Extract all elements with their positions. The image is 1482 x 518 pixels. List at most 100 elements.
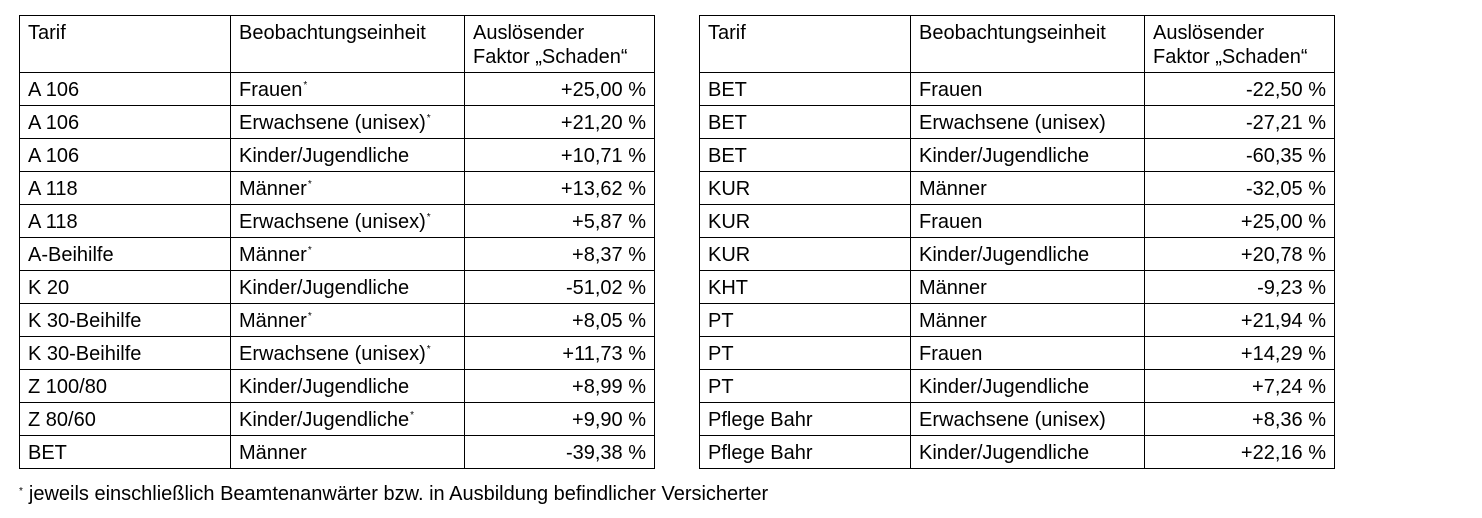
unit-label: Männer	[239, 310, 307, 332]
cell-tarif: A 118	[19, 171, 231, 205]
table-row: A 106 Kinder/Jugendliche +10,71 %	[19, 138, 655, 172]
unit-label: Männer	[919, 277, 987, 299]
table-body-right: BET Frauen -22,50 % BET Erwachsene (unisex) -…	[699, 72, 1335, 469]
cell-beobachtungseinheit: Kinder/Jugendliche	[230, 369, 465, 403]
cell-ausloesender-faktor: -60,35 %	[1144, 138, 1335, 172]
unit-label: Erwachsene (unisex)	[919, 409, 1106, 431]
cell-ausloesender-faktor: +25,00 %	[464, 72, 655, 106]
cell-ausloesender-faktor: -27,21 %	[1144, 105, 1335, 139]
unit-label: Kinder/Jugendliche	[919, 376, 1090, 398]
footnote-mark: *	[19, 486, 23, 497]
cell-ausloesender-faktor: +22,16 %	[1144, 435, 1335, 469]
unit-label: Kinder/Jugendliche	[919, 244, 1090, 266]
cell-ausloesender-faktor: +14,29 %	[1144, 336, 1335, 370]
footnote-marker: *	[307, 245, 312, 256]
unit-label: Männer	[239, 244, 307, 266]
unit-label: Frauen	[239, 79, 303, 101]
footnote-marker: *	[303, 80, 308, 91]
unit-label: Erwachsene (unisex)	[919, 112, 1106, 134]
cell-tarif: BET	[699, 105, 911, 139]
cell-tarif: Pflege Bahr	[699, 402, 911, 436]
cell-tarif: Pflege Bahr	[699, 435, 911, 469]
cell-beobachtungseinheit: Erwachsene (unisex)*	[230, 105, 465, 139]
unit-label: Frauen	[919, 211, 983, 233]
header-beobachtungseinheit: Beobachtungseinheit	[230, 15, 465, 73]
cell-tarif: BET	[699, 138, 911, 172]
table-row: A 118 Männer* +13,62 %	[19, 171, 655, 205]
cell-tarif: KUR	[699, 171, 911, 205]
table-row: Z 80/60 Kinder/Jugendliche* +9,90 %	[19, 402, 655, 436]
table-row: Z 100/80 Kinder/Jugendliche +8,99 %	[19, 369, 655, 403]
unit-label: Kinder/Jugendliche	[919, 145, 1090, 167]
tariff-table-right: Tarif Beobachtungseinheit Auslösender Fak…	[699, 15, 1335, 469]
unit-label: Frauen	[919, 79, 983, 101]
cell-ausloesender-faktor: +10,71 %	[464, 138, 655, 172]
cell-ausloesender-faktor: +13,62 %	[464, 171, 655, 205]
cell-beobachtungseinheit: Männer	[910, 303, 1145, 337]
table-row: K 30-Beihilfe Erwachsene (unisex)* +11,73 …	[19, 336, 655, 370]
table-row: BET Kinder/Jugendliche -60,35 %	[699, 138, 1335, 172]
table-row: K 20 Kinder/Jugendliche -51,02 %	[19, 270, 655, 304]
footnote-text: jeweils einschließlich Beamtenanwärter b…	[28, 483, 769, 505]
unit-label: Kinder/Jugendliche	[919, 442, 1090, 464]
footnote-marker: *	[307, 179, 312, 190]
cell-tarif: K 30-Beihilfe	[19, 303, 231, 337]
cell-ausloesender-faktor: +7,24 %	[1144, 369, 1335, 403]
cell-beobachtungseinheit: Erwachsene (unisex)*	[230, 204, 465, 238]
header-tarif: Tarif	[19, 15, 231, 73]
cell-tarif: K 30-Beihilfe	[19, 336, 231, 370]
cell-ausloesender-faktor: -22,50 %	[1144, 72, 1335, 106]
table-header-row: Tarif Beobachtungseinheit Auslösender Fak…	[19, 15, 655, 73]
unit-label: Männer	[919, 310, 987, 332]
cell-ausloesender-faktor: -9,23 %	[1144, 270, 1335, 304]
cell-tarif: PT	[699, 369, 911, 403]
unit-label: Männer	[919, 178, 987, 200]
table-row: Pflege Bahr Erwachsene (unisex) +8,36 %	[699, 402, 1335, 436]
footnote: * jeweils einschließlich Beamtenanwärter …	[19, 482, 768, 506]
cell-beobachtungseinheit: Erwachsene (unisex)*	[230, 336, 465, 370]
table-row: K 30-Beihilfe Männer* +8,05 %	[19, 303, 655, 337]
header-ausloesender-faktor: Auslösender Faktor „Schaden“	[1144, 15, 1335, 73]
cell-ausloesender-faktor: +5,87 %	[464, 204, 655, 238]
table-row: BET Frauen -22,50 %	[699, 72, 1335, 106]
cell-beobachtungseinheit: Männer*	[230, 237, 465, 271]
cell-beobachtungseinheit: Kinder/Jugendliche*	[230, 402, 465, 436]
cell-ausloesender-faktor: +8,99 %	[464, 369, 655, 403]
cell-ausloesender-faktor: +21,20 %	[464, 105, 655, 139]
cell-tarif: K 20	[19, 270, 231, 304]
cell-beobachtungseinheit: Erwachsene (unisex)	[910, 402, 1145, 436]
cell-beobachtungseinheit: Männer	[230, 435, 465, 469]
unit-label: Kinder/Jugendliche	[239, 145, 410, 167]
cell-ausloesender-faktor: -39,38 %	[464, 435, 655, 469]
table-row: BET Erwachsene (unisex) -27,21 %	[699, 105, 1335, 139]
cell-ausloesender-faktor: +11,73 %	[464, 336, 655, 370]
header-factor-line1: Auslösender	[473, 22, 585, 44]
table-row: BET Männer -39,38 %	[19, 435, 655, 469]
cell-ausloesender-faktor: +21,94 %	[1144, 303, 1335, 337]
footnote-marker: *	[410, 410, 415, 421]
table-row: A 118 Erwachsene (unisex)* +5,87 %	[19, 204, 655, 238]
cell-beobachtungseinheit: Frauen	[910, 204, 1145, 238]
cell-tarif: A 106	[19, 72, 231, 106]
cell-tarif: A-Beihilfe	[19, 237, 231, 271]
cell-tarif: BET	[699, 72, 911, 106]
table-row: KUR Männer -32,05 %	[699, 171, 1335, 205]
cell-ausloesender-faktor: +8,36 %	[1144, 402, 1335, 436]
table-row: KUR Kinder/Jugendliche +20,78 %	[699, 237, 1335, 271]
cell-beobachtungseinheit: Frauen*	[230, 72, 465, 106]
table-row: Pflege Bahr Kinder/Jugendliche +22,16 %	[699, 435, 1335, 469]
cell-tarif: KHT	[699, 270, 911, 304]
header-factor-line1: Auslösender	[1153, 22, 1265, 44]
footnote-marker: *	[426, 344, 431, 355]
tariff-table-left: Tarif Beobachtungseinheit Auslösender Fak…	[19, 15, 655, 469]
table-row: KHT Männer -9,23 %	[699, 270, 1335, 304]
table-row: PT Männer +21,94 %	[699, 303, 1335, 337]
unit-label: Erwachsene (unisex)	[239, 343, 426, 365]
cell-ausloesender-faktor: +20,78 %	[1144, 237, 1335, 271]
cell-beobachtungseinheit: Kinder/Jugendliche	[910, 237, 1145, 271]
table-row: PT Frauen +14,29 %	[699, 336, 1335, 370]
table-row: A 106 Frauen* +25,00 %	[19, 72, 655, 106]
unit-label: Erwachsene (unisex)	[239, 211, 426, 233]
table-header-row: Tarif Beobachtungseinheit Auslösender Fak…	[699, 15, 1335, 73]
header-ausloesender-faktor: Auslösender Faktor „Schaden“	[464, 15, 655, 73]
